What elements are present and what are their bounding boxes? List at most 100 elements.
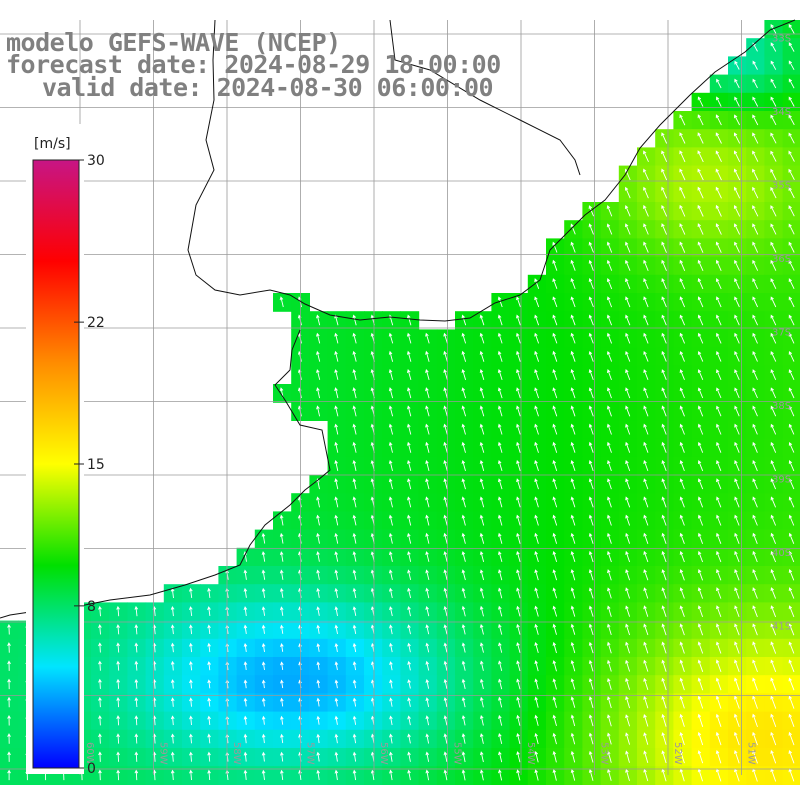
wind-arrow [407, 405, 412, 417]
wind-arrow [352, 405, 357, 417]
wind-arrow [643, 496, 649, 508]
wind-arrow [770, 387, 777, 399]
wind-arrow [588, 296, 594, 308]
wind-arrow [607, 623, 612, 636]
wind-arrow [425, 733, 430, 744]
wind-arrow [588, 423, 594, 435]
wind-arrow [552, 478, 558, 490]
wind-arrow [461, 368, 467, 381]
wind-arrow [207, 642, 211, 653]
wind-arrow [316, 569, 320, 580]
wind-arrow [534, 696, 539, 708]
wind-cell [782, 675, 800, 694]
coastline [187, 19, 796, 322]
wind-arrow [770, 478, 777, 490]
wind-arrow [697, 750, 704, 764]
wind-arrow [552, 714, 557, 727]
wind-arrow [552, 259, 558, 271]
wind-arrow [770, 332, 777, 344]
wind-arrow [461, 514, 466, 526]
wind-arrow [407, 532, 412, 544]
wind-arrow [570, 405, 576, 417]
wind-arrow [697, 259, 704, 271]
wind-arrow [624, 186, 631, 199]
wind-arrow [334, 624, 339, 634]
wind-arrow [770, 278, 777, 289]
wind-arrow [697, 278, 704, 290]
wind-arrow [189, 660, 193, 671]
wind-arrow [497, 369, 503, 381]
wind-arrow [534, 587, 539, 599]
wind-arrow [552, 350, 558, 362]
wind-arrow [389, 769, 393, 781]
wind-arrow [534, 605, 539, 617]
wind-arrow [588, 278, 594, 290]
wind-arrow [389, 715, 393, 726]
wind-arrow [316, 769, 320, 780]
wind-arrow [643, 259, 649, 271]
wind-arrow [661, 332, 667, 344]
wind-arrow [406, 332, 412, 344]
wind-arrow [752, 241, 759, 253]
wind-arrow [679, 423, 685, 435]
wind-arrow [697, 223, 704, 235]
wind-arrow [534, 714, 539, 726]
wind-arrow [643, 150, 649, 162]
wind-arrow [479, 514, 485, 526]
wind-arrow [479, 532, 485, 544]
wind-arrow [752, 478, 758, 490]
wind-arrow [770, 677, 777, 691]
wind-arrow [316, 314, 321, 326]
wind-arrow [352, 587, 357, 598]
wind-arrow [752, 387, 758, 399]
wind-arrow [697, 132, 704, 144]
wind-arrow [516, 623, 521, 635]
wind-arrow [279, 587, 284, 598]
wind-arrow [98, 751, 102, 762]
wind-arrow [733, 713, 740, 728]
wind-arrow [516, 732, 521, 745]
wind-arrow [570, 714, 576, 727]
wind-arrow [425, 405, 430, 417]
wind-arrow [770, 605, 777, 618]
wind-cell [782, 584, 800, 603]
wind-arrow [461, 459, 466, 472]
wind-arrow [697, 204, 704, 217]
wind-arrow [716, 460, 722, 472]
wind-arrow [588, 641, 594, 654]
wind-arrow [352, 751, 357, 762]
wind-arrow [606, 259, 613, 271]
wind-arrow [697, 731, 704, 746]
wind-arrow [625, 514, 631, 526]
wind-arrow [570, 678, 576, 690]
wind-arrow [752, 369, 758, 380]
wind-arrow [625, 696, 631, 709]
wind-arrow [570, 551, 576, 563]
wind-arrow [570, 478, 576, 490]
wind-arrow [716, 314, 722, 326]
wind-arrow [479, 660, 484, 671]
wind-arrow [425, 387, 430, 399]
wind-arrow [588, 441, 594, 453]
wind-arrow [498, 696, 503, 708]
wind-arrow [261, 679, 266, 689]
wind-arrow [516, 478, 521, 490]
wind-arrow [679, 641, 685, 654]
wind-arrow [388, 368, 394, 381]
wind-arrow [606, 278, 613, 290]
wind-arrow [352, 606, 357, 616]
wind-arrow [625, 768, 630, 782]
wind-arrow [316, 587, 320, 598]
wind-arrow [734, 496, 740, 508]
wind-arrow [443, 332, 448, 344]
wind-arrow [625, 278, 631, 290]
wind-arrow [716, 478, 722, 490]
model-title: modelo GEFS-WAVE (NCEP) [6, 28, 341, 57]
wind-arrow [625, 496, 631, 508]
wind-arrow [316, 332, 321, 344]
wind-arrow [716, 423, 722, 435]
wind-cell [782, 329, 800, 349]
wind-arrow [570, 732, 576, 745]
wind-arrow [116, 642, 120, 653]
wind-arrow [588, 714, 594, 727]
